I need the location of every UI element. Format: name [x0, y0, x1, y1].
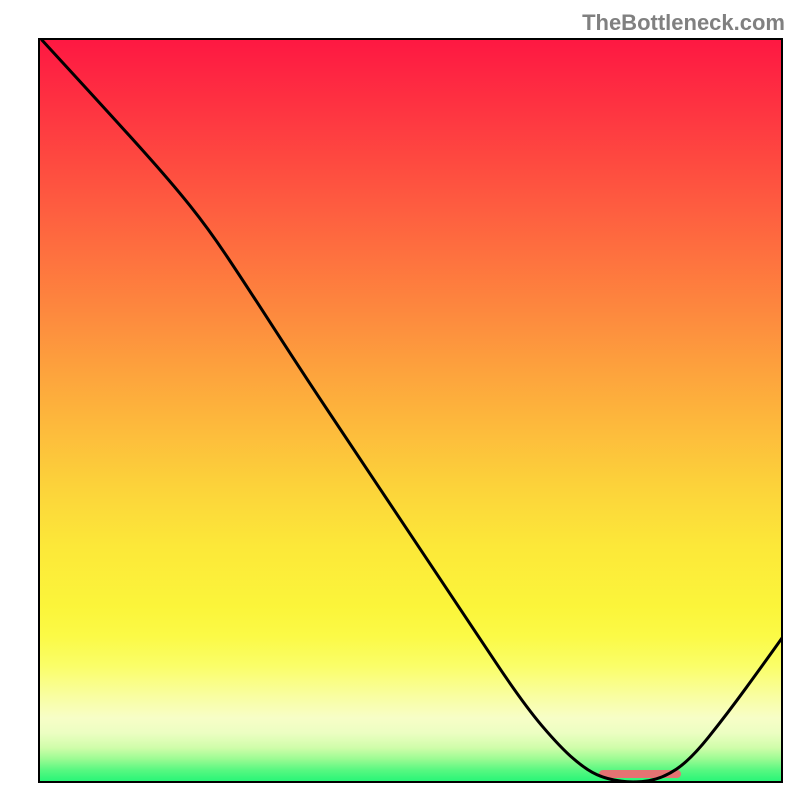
plot-area: [38, 38, 783, 783]
optimum-marker-bar: [599, 770, 681, 778]
chart-container: [38, 38, 783, 783]
watermark-text: TheBottleneck.com: [582, 10, 785, 36]
gradient-background: [40, 40, 783, 783]
